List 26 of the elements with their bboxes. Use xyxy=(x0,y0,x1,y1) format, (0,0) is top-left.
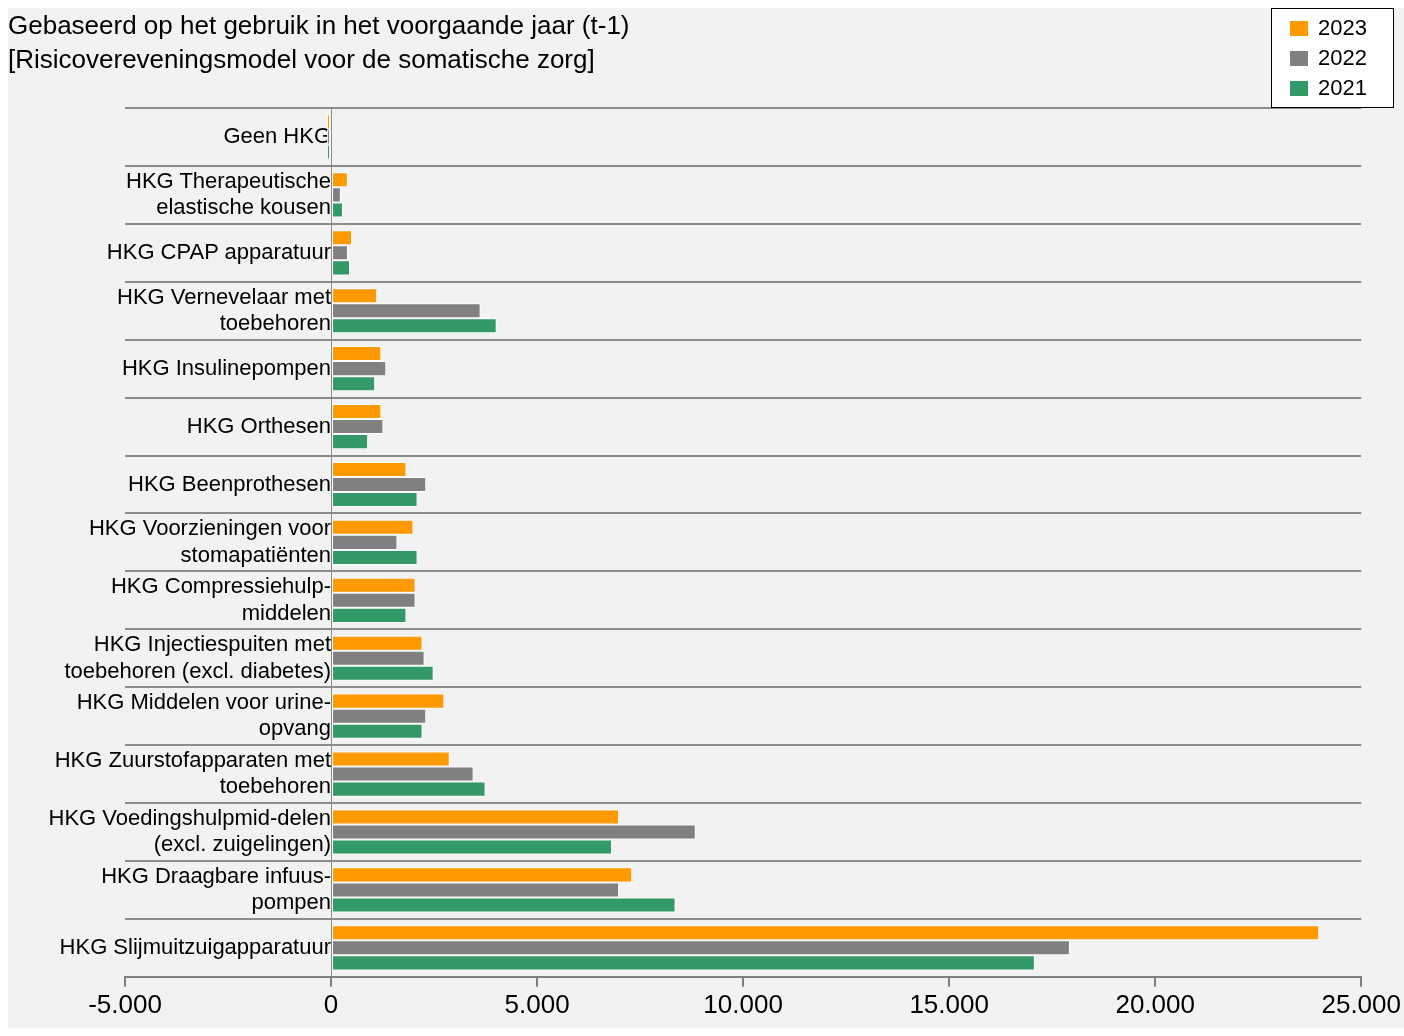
x-tick-label: 15.000 xyxy=(909,988,989,1019)
x-tick-label: 10.000 xyxy=(703,988,783,1019)
y-tick-label: HKG Orthesen xyxy=(186,412,332,438)
y-tick-label: HKG Therapeutische elastische kousen xyxy=(125,167,332,220)
y-tick-label: HKG Insulinepompen xyxy=(121,354,332,380)
y-tick-label: HKG Beenprothesen xyxy=(128,470,332,496)
legend-label: 2022 xyxy=(1318,44,1367,72)
y-tick-label: HKG Draagbare infuus-pompen xyxy=(101,862,332,915)
y-tick-label: HKG Zuurstofapparaten met toebehoren xyxy=(54,746,332,799)
legend-label: 2021 xyxy=(1318,74,1367,102)
x-tick-label: 5.000 xyxy=(504,988,570,1019)
x-tick-label: -5.000 xyxy=(88,988,162,1019)
y-tick-label: HKG CPAP apparatuur xyxy=(106,238,332,264)
x-tick-label: 0 xyxy=(323,988,339,1019)
x-tick-label: 20.000 xyxy=(1115,988,1195,1019)
x-tick-label: 25.000 xyxy=(1321,988,1401,1019)
y-tick-label: HKG Voedingshulpmid-delen (excl. zuigelingen) xyxy=(48,804,332,857)
y-tick-label: HKG Vernevelaar met toebehoren xyxy=(117,283,332,335)
y-tick-label: HKG Slijmuitzuigapparatuur xyxy=(59,933,332,959)
legend-label: 2023 xyxy=(1318,14,1367,42)
chart-subtitle: Gebaseerd op het gebruik in het voorgaande jaar (t-1) [Risicovereveningsmodel voor de somatische zorg] xyxy=(8,9,630,76)
y-tick-label: HKG Middelen voor urine-opvang xyxy=(76,689,332,741)
y-tick-label: HKG Compressiehulp-middelen xyxy=(110,573,332,625)
y-tick-label: HKG Injectiespuiten met toebehoren (excl. diabetes) xyxy=(64,631,332,683)
y-tick-label: Geen HKG xyxy=(223,123,332,149)
y-tick-label: HKG Voorzieningen voor stomapatiënten xyxy=(88,515,332,567)
